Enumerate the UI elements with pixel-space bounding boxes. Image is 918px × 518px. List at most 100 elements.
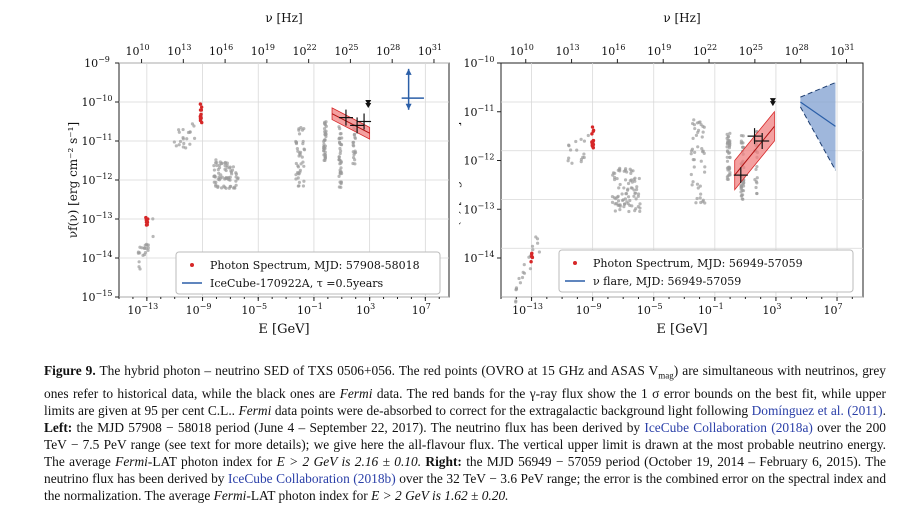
historical-point <box>353 136 357 141</box>
historical-point <box>338 146 342 151</box>
historical-point <box>337 174 341 179</box>
historical-point <box>636 192 641 196</box>
historical-point <box>691 158 695 162</box>
historical-point <box>521 270 525 274</box>
historical-point <box>613 175 617 180</box>
historical-point <box>739 190 743 194</box>
historical-point <box>581 155 585 159</box>
historical-point <box>570 161 574 165</box>
neutrino-band <box>800 82 836 171</box>
y-tick-label: 10−10 <box>464 55 495 70</box>
historical-point <box>629 178 634 182</box>
historical-point <box>181 127 185 132</box>
caption-fermi: Fermi <box>238 402 272 418</box>
historical-point <box>613 171 617 175</box>
historical-point <box>300 155 304 159</box>
historical-point <box>181 137 185 141</box>
historical-point <box>338 149 343 153</box>
caption-text: over the 32 TeV − 3.6 PeV range; the err… <box>44 470 887 503</box>
historical-point <box>219 162 223 166</box>
historical-point <box>728 131 732 135</box>
historical-point <box>692 123 696 127</box>
historical-point <box>618 182 622 187</box>
gamma-ray-fit <box>331 113 370 134</box>
citation-link[interactable]: IceCube Collaboration (2018b) <box>228 470 396 486</box>
caption-text: ) are simultaneous with neutrinos, grey … <box>44 363 887 401</box>
photon-point <box>590 132 594 136</box>
historical-point <box>323 156 327 160</box>
historical-point <box>700 135 704 139</box>
historical-point <box>755 181 759 185</box>
historical-point <box>692 118 696 122</box>
historical-point <box>727 140 732 144</box>
top-tick-label: 1019 <box>647 43 671 58</box>
historical-point <box>322 127 327 131</box>
historical-point <box>295 147 299 151</box>
caption-text: the MJD 56949 − 57059 period (October 19… <box>44 453 886 486</box>
historical-point <box>177 143 181 147</box>
x-tick-label: 10−13 <box>127 302 158 317</box>
historical-point <box>634 187 639 192</box>
historical-point <box>727 151 732 155</box>
historical-point <box>353 149 357 153</box>
historical-point <box>739 194 743 198</box>
historical-point <box>698 184 702 188</box>
historical-point <box>294 177 298 181</box>
historical-point <box>214 158 218 162</box>
historical-point <box>575 148 579 152</box>
photon-point <box>529 252 534 256</box>
historical-point <box>352 153 356 157</box>
historical-point <box>216 185 220 189</box>
top-tick-label: 1025 <box>739 43 763 58</box>
historical-point <box>522 263 526 267</box>
historical-point <box>514 300 518 304</box>
historical-point <box>620 198 625 203</box>
top-tick-label: 1013 <box>167 43 191 58</box>
historical-point <box>690 183 694 187</box>
historical-point <box>192 136 197 140</box>
historical-point <box>215 160 219 165</box>
photon-point <box>591 138 596 143</box>
historical-point <box>232 185 237 189</box>
historical-point <box>339 131 343 136</box>
historical-point <box>219 186 224 190</box>
caption-right-label: Right: <box>425 453 462 469</box>
caption-condition: E > 2 GeV is 2.16 ± 0.10. <box>276 453 426 469</box>
historical-point <box>174 144 178 148</box>
historical-point <box>339 185 343 189</box>
y-tick-label: 10−10 <box>82 94 113 109</box>
historical-point <box>695 196 699 201</box>
historical-point <box>618 208 622 212</box>
historical-point <box>695 182 700 186</box>
historical-point <box>632 194 636 198</box>
historical-point <box>324 132 328 136</box>
top-tick-label: 1010 <box>125 43 149 58</box>
historical-point <box>217 166 222 170</box>
legend-photon-label: Photon Spectrum, MJD: 56949-57059 <box>593 257 803 270</box>
historical-point <box>755 176 759 180</box>
photon-point <box>145 217 150 221</box>
historical-point <box>624 192 628 196</box>
historical-point <box>727 173 731 177</box>
photon-point <box>198 108 203 112</box>
historical-point <box>623 178 628 182</box>
historical-point <box>636 204 640 209</box>
historical-point <box>517 276 521 281</box>
legend-photon-label: Photon Spectrum, MJD: 57908-58018 <box>210 259 420 272</box>
legend-box <box>558 249 854 293</box>
y-tick-label: 10−11 <box>464 104 495 119</box>
historical-point <box>755 191 759 196</box>
historical-point <box>689 152 693 156</box>
caption-text: -LAT photon index for <box>147 453 277 469</box>
historical-point <box>613 209 617 213</box>
historical-point <box>623 197 627 201</box>
citation-link[interactable]: Domínguez et al. (2011) <box>751 402 883 418</box>
y-tick-label: 10−14 <box>464 250 495 265</box>
historical-point <box>725 155 729 159</box>
historical-point <box>725 159 730 163</box>
historical-point <box>691 136 695 141</box>
x-tick-label: 10−9 <box>576 302 602 317</box>
historical-point <box>298 168 302 172</box>
citation-link[interactable]: IceCube Collaboration (2018a) <box>644 419 813 435</box>
historical-point <box>172 140 176 144</box>
